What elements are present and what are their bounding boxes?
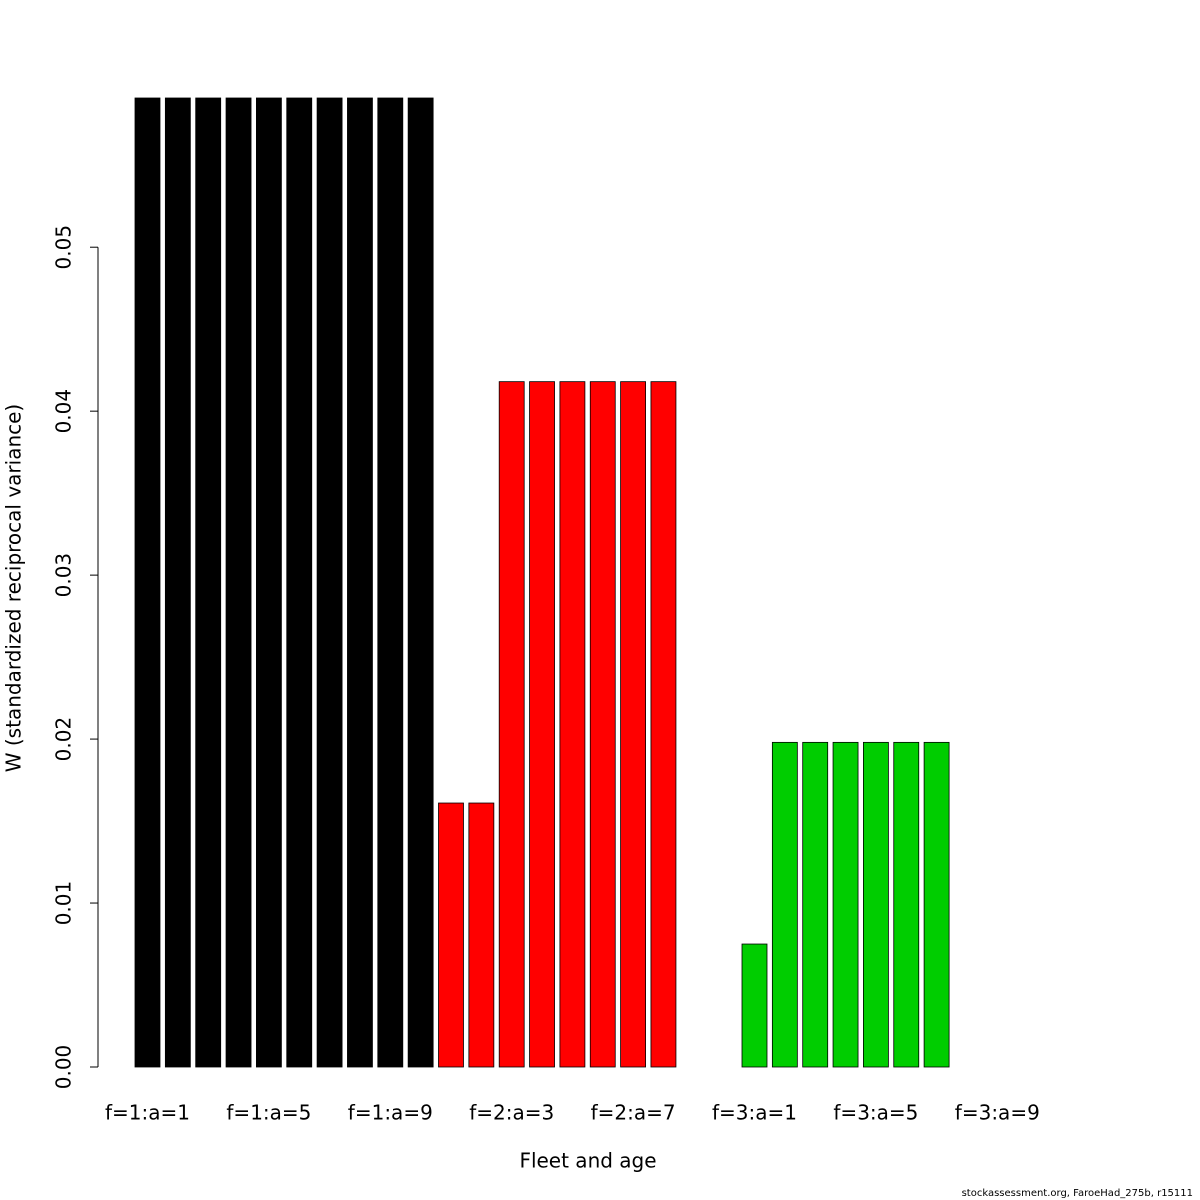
bar (407, 97, 434, 1068)
y-tick-label: 0.04 (52, 389, 76, 434)
x-axis-title: Fleet and age (519, 1149, 656, 1173)
y-tick-label: 0.03 (52, 553, 76, 598)
y-tick-label: 0.01 (52, 881, 76, 926)
x-tick-label: f=2:a=3 (469, 1101, 554, 1125)
y-axis-title: W (standardized reciprocal variance) (2, 404, 26, 773)
bar (225, 97, 252, 1068)
bar (134, 97, 161, 1068)
bar (923, 741, 950, 1068)
bar (529, 381, 555, 1068)
y-tick-label: 0.05 (52, 225, 76, 270)
bar (620, 381, 646, 1068)
x-tick-label: f=3:a=1 (712, 1101, 797, 1125)
bar (832, 741, 859, 1068)
bar (164, 97, 191, 1068)
bar (771, 741, 798, 1068)
x-tick-label: f=3:a=5 (833, 1101, 918, 1125)
y-tick-label: 0.02 (52, 717, 76, 762)
bar (377, 97, 404, 1068)
bar (286, 97, 313, 1068)
bar (589, 381, 616, 1068)
bar (347, 97, 373, 1068)
footer: stockassessment.org, FaroeHad_275b, r151… (962, 1188, 1193, 1199)
bar (195, 97, 222, 1068)
bar (438, 802, 464, 1068)
bar (559, 381, 586, 1068)
y-tick-label: 0.00 (52, 1045, 76, 1090)
bar (468, 802, 495, 1068)
bar (650, 381, 677, 1068)
bar (255, 97, 282, 1068)
bar (741, 943, 768, 1068)
x-tick-label: f=3:a=9 (955, 1101, 1040, 1125)
bar (863, 741, 889, 1068)
bar (802, 741, 829, 1068)
x-tick-label: f=1:a=9 (348, 1101, 433, 1125)
bar (498, 381, 525, 1068)
x-tick-label: f=2:a=7 (591, 1101, 676, 1125)
bar (893, 741, 920, 1068)
bar (316, 97, 343, 1068)
x-tick-label: f=1:a=1 (105, 1101, 190, 1125)
x-tick-label: f=1:a=5 (226, 1101, 311, 1125)
